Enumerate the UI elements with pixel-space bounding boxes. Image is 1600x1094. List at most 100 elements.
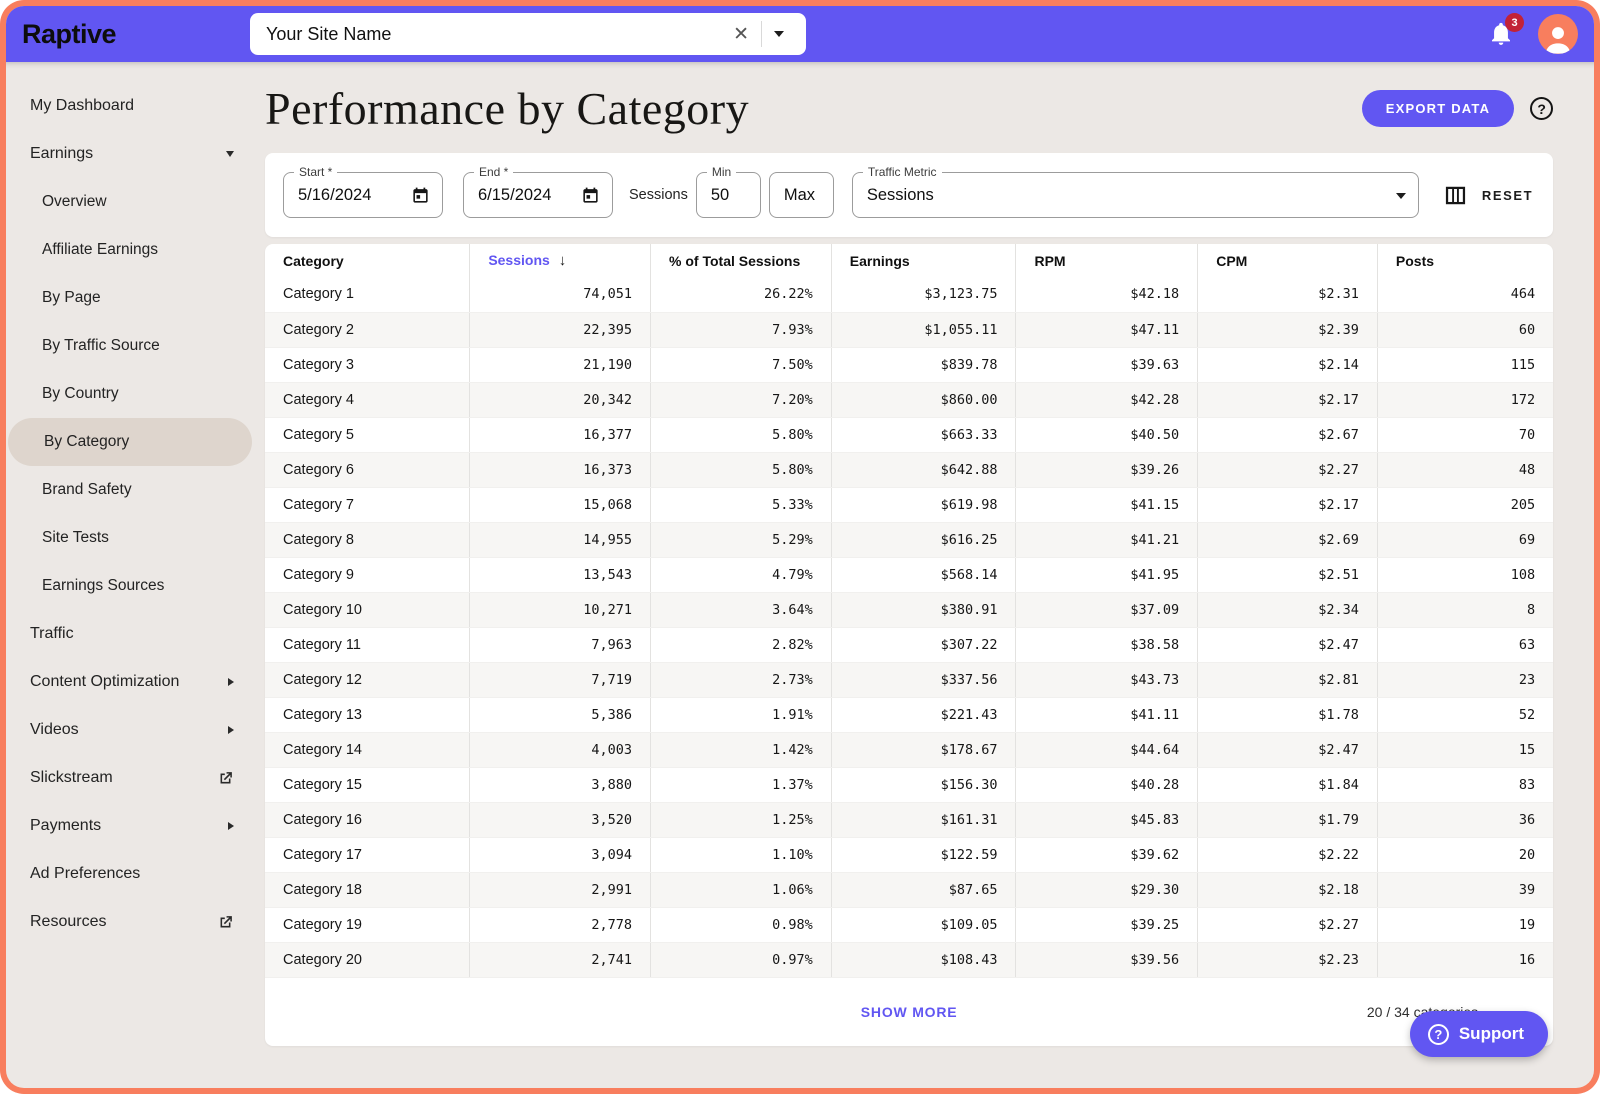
max-placeholder: Max xyxy=(783,185,816,204)
sidebar-item-earnings-sources[interactable]: Earnings Sources xyxy=(6,562,256,610)
question-icon: ? xyxy=(1427,1023,1449,1045)
columns-icon[interactable] xyxy=(1445,186,1466,205)
value-cell: $307.22 xyxy=(831,627,1017,663)
reset-button[interactable]: RESET xyxy=(1481,187,1534,203)
value-cell: $40.28 xyxy=(1015,767,1199,803)
clear-icon[interactable]: ✕ xyxy=(733,23,749,45)
sidebar-item-label: Earnings xyxy=(30,145,94,162)
help-icon[interactable]: ? xyxy=(1530,97,1554,120)
value-cell: $1.84 xyxy=(1197,767,1378,803)
value-cell: 1.37% xyxy=(650,767,832,803)
value-cell: $43.73 xyxy=(1015,662,1199,698)
selector-divider xyxy=(761,21,762,47)
value-cell: $2.22 xyxy=(1197,837,1378,873)
column-header-label: Category xyxy=(283,252,344,269)
avatar[interactable] xyxy=(1538,14,1578,54)
value-cell: 1.91% xyxy=(650,697,832,733)
value-cell: $39.62 xyxy=(1015,837,1199,873)
value-cell: 7.93% xyxy=(650,312,832,348)
sidebar-item-traffic[interactable]: Traffic xyxy=(6,610,256,658)
person-icon xyxy=(1545,27,1571,54)
value-cell: $109.05 xyxy=(831,907,1017,943)
max-sessions-field[interactable]: Max xyxy=(768,172,834,218)
notifications-button[interactable]: 3 xyxy=(1488,13,1524,49)
value-cell: 2.82% xyxy=(650,627,832,663)
sidebar-item-ad-preferences[interactable]: Ad Preferences xyxy=(6,850,256,898)
column-header-of-total-sessions[interactable]: % of Total Sessions xyxy=(650,244,832,277)
sidebar-item-by-country[interactable]: By Country xyxy=(6,370,256,418)
column-header-label: CPM xyxy=(1216,252,1248,269)
sidebar-item-by-category[interactable]: By Category xyxy=(8,418,252,466)
sidebar-item-earnings[interactable]: Earnings xyxy=(6,130,256,178)
column-header-earnings[interactable]: Earnings xyxy=(831,244,1017,277)
value-cell: 2,741 xyxy=(469,942,652,977)
column-header-category[interactable]: Category xyxy=(265,244,471,277)
category-cell: Category 12 xyxy=(265,662,471,698)
sidebar-item-slickstream[interactable]: Slickstream xyxy=(6,754,256,802)
external-link-icon xyxy=(220,915,232,927)
column-header-cpm[interactable]: CPM xyxy=(1197,244,1378,277)
start-date-field[interactable]: Start * 5/16/2024 xyxy=(283,165,443,218)
value-cell: $337.56 xyxy=(831,662,1017,698)
table-row: Category 6 16,373 5.80% $642.88 $39.26 $2.27 4… xyxy=(265,452,1554,488)
sidebar-item-payments[interactable]: Payments xyxy=(6,802,256,850)
value-cell: $2.14 xyxy=(1197,347,1378,383)
column-header-rpm[interactable]: RPM xyxy=(1015,244,1199,277)
site-selector[interactable]: Your Site Name ✕ xyxy=(250,13,806,55)
value-cell: 13,543 xyxy=(469,557,652,593)
sidebar-item-brand-safety[interactable]: Brand Safety xyxy=(6,466,256,514)
value-cell: $2.51 xyxy=(1197,557,1378,593)
value-cell: 15,068 xyxy=(469,487,652,523)
calendar-icon[interactable] xyxy=(581,186,600,205)
value-cell: $39.56 xyxy=(1015,942,1199,977)
table-body: Category 1 74,051 26.22% $3,123.75 $42.18 $2.… xyxy=(265,277,1554,977)
bell-icon xyxy=(1492,22,1510,45)
value-cell: 5,386 xyxy=(469,697,652,733)
value-cell: 3,880 xyxy=(469,767,652,803)
value-cell: $2.39 xyxy=(1197,312,1378,348)
value-cell: $2.23 xyxy=(1197,942,1378,977)
sidebar-item-overview[interactable]: Overview xyxy=(6,178,256,226)
sidebar-item-affiliate-earnings[interactable]: Affiliate Earnings xyxy=(6,226,256,274)
column-header-posts[interactable]: Posts xyxy=(1377,244,1553,277)
value-cell: $40.50 xyxy=(1015,417,1199,453)
value-cell: $2.27 xyxy=(1197,452,1378,488)
traffic-metric-label: Traffic Metric xyxy=(862,165,942,179)
traffic-metric-select[interactable]: Traffic Metric Sessions xyxy=(851,165,1419,218)
value-cell: $41.15 xyxy=(1015,487,1199,523)
column-header-label: Sessions xyxy=(488,252,550,268)
category-cell: Category 17 xyxy=(265,837,471,873)
sidebar-item-resources[interactable]: Resources xyxy=(6,898,256,946)
min-sessions-field[interactable]: Min 50 xyxy=(695,165,761,218)
value-cell: $619.98 xyxy=(831,487,1017,523)
value-cell: 16,373 xyxy=(469,452,652,488)
export-data-button[interactable]: EXPORT DATA xyxy=(1361,90,1515,127)
table-row: Category 9 13,543 4.79% $568.14 $41.95 $2.51 1… xyxy=(265,557,1554,593)
value-cell: 115 xyxy=(1377,347,1554,383)
end-date-field[interactable]: End * 6/15/2024 xyxy=(463,165,613,218)
sidebar-item-label: My Dashboard xyxy=(30,97,135,114)
calendar-icon[interactable] xyxy=(411,186,430,205)
sidebar-item-by-page[interactable]: By Page xyxy=(6,274,256,322)
caret-down-icon[interactable] xyxy=(762,31,796,37)
sidebar-item-site-tests[interactable]: Site Tests xyxy=(6,514,256,562)
value-cell: $122.59 xyxy=(831,837,1017,873)
category-cell: Category 20 xyxy=(265,942,471,977)
support-button[interactable]: ? Support xyxy=(1409,1011,1548,1057)
show-more-button[interactable]: SHOW MORE xyxy=(860,1004,958,1020)
external-link-icon xyxy=(220,771,232,783)
value-cell: $221.43 xyxy=(831,697,1017,733)
sidebar-item-by-traffic-source[interactable]: By Traffic Source xyxy=(6,322,256,370)
value-cell: $41.11 xyxy=(1015,697,1199,733)
value-cell: $860.00 xyxy=(831,382,1017,418)
sidebar-item-content-optimization[interactable]: Content Optimization xyxy=(6,658,256,706)
sessions-filter-label: Sessions xyxy=(629,187,688,203)
sidebar-item-label: Earnings Sources xyxy=(42,577,165,594)
sidebar-item-videos[interactable]: Videos xyxy=(6,706,256,754)
value-cell: $41.95 xyxy=(1015,557,1199,593)
sidebar-item-my-dashboard[interactable]: My Dashboard xyxy=(6,82,256,130)
value-cell: 16 xyxy=(1518,951,1536,968)
value-cell: 5.33% xyxy=(650,487,832,523)
column-header-sessions[interactable]: Sessions ↓ xyxy=(469,244,652,277)
